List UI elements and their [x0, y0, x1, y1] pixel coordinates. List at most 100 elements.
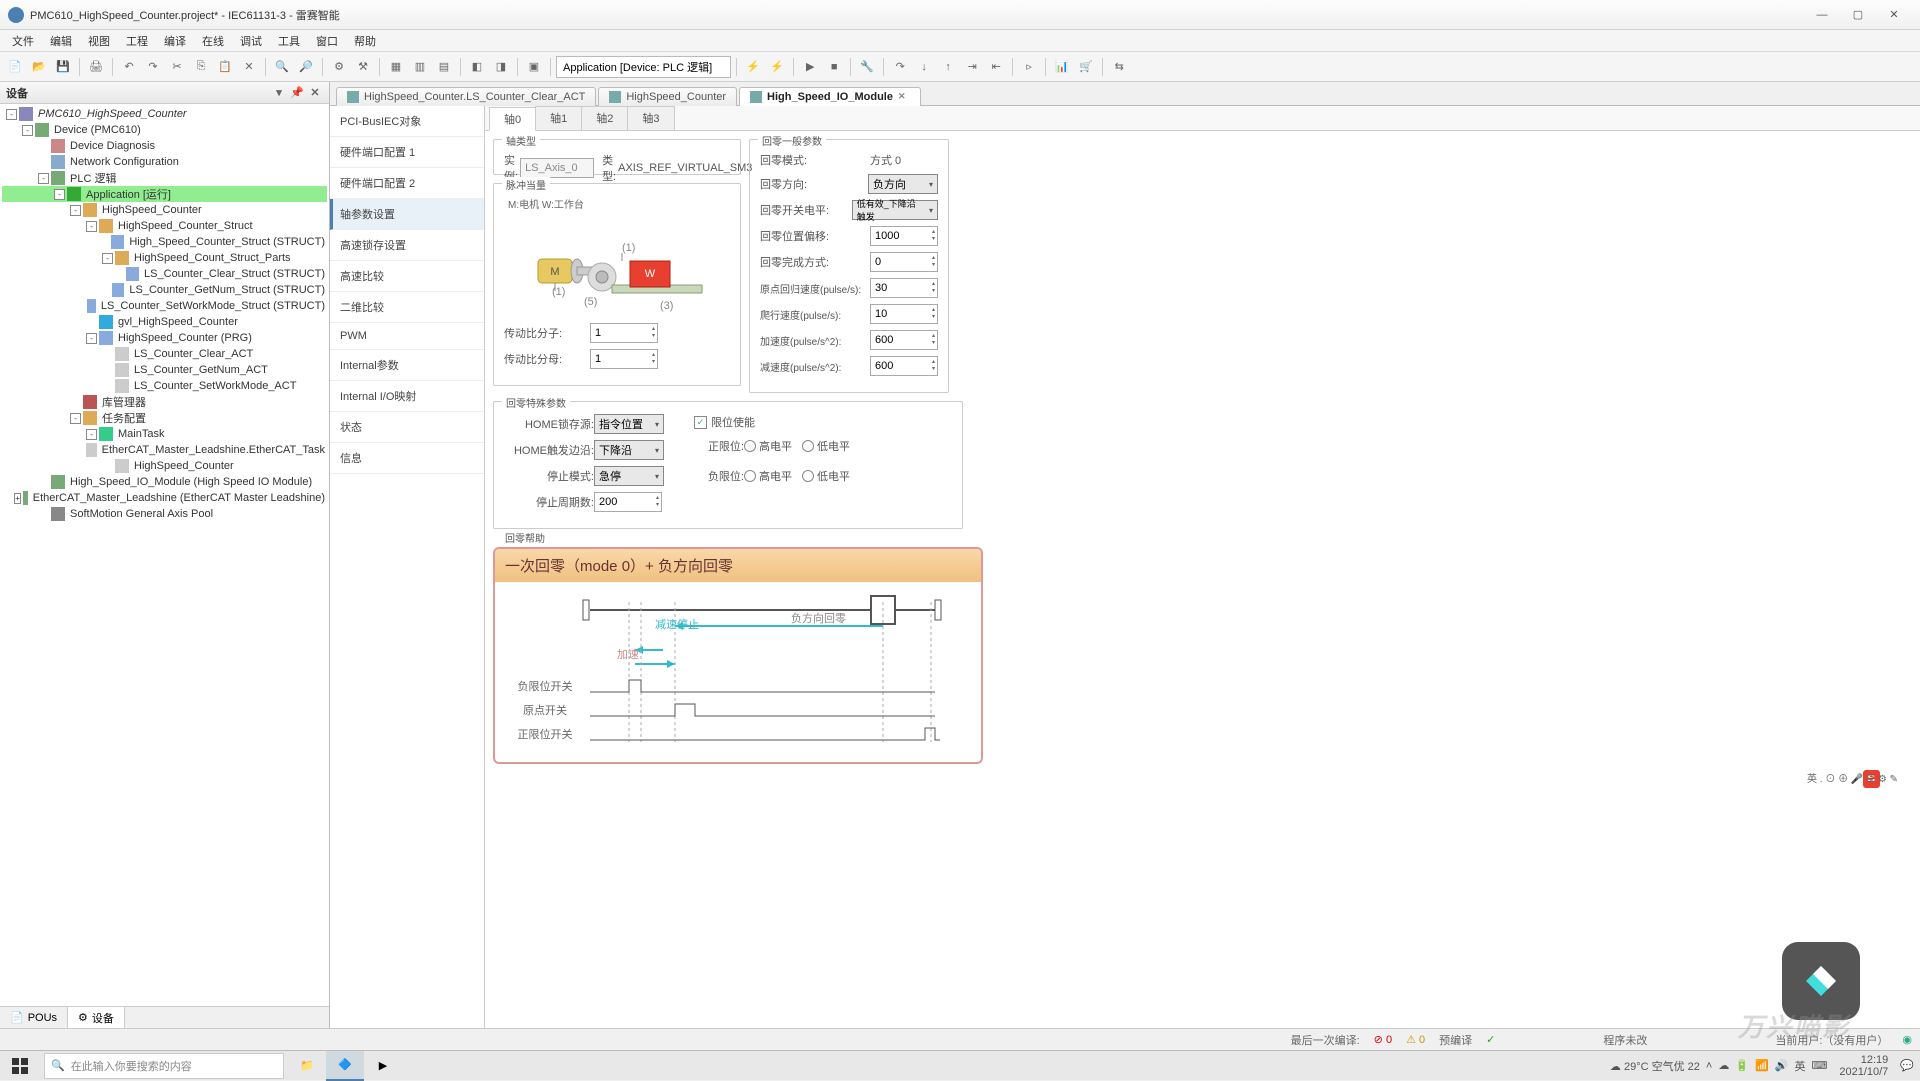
tree-node[interactable]: +EtherCAT_Master_Leadshine (EtherCAT Mas…: [2, 490, 327, 506]
tb-icon-6[interactable]: ▣: [523, 56, 545, 78]
menu-文件[interactable]: 文件: [4, 31, 42, 51]
step-over-icon[interactable]: ↷: [889, 56, 911, 78]
taskbar-clock[interactable]: 12:192021/10/7: [1833, 1054, 1894, 1078]
config-side-item[interactable]: Internal I/O映射: [330, 381, 484, 412]
limit-enable-check[interactable]: ✓: [694, 416, 707, 429]
tree-node[interactable]: -HighSpeed_Counter_Struct: [2, 218, 327, 234]
tray-icon-1[interactable]: ☁: [1718, 1059, 1729, 1072]
tb-icon-9[interactable]: ▹: [1018, 56, 1040, 78]
pos-high-radio[interactable]: [744, 440, 756, 452]
tb-icon-4[interactable]: ◧: [466, 56, 488, 78]
close-button[interactable]: ✕: [1876, 4, 1912, 26]
paste-icon[interactable]: 📋: [214, 56, 236, 78]
step-into-icon[interactable]: ↓: [913, 56, 935, 78]
config-side-item[interactable]: PCI-BusIEC对象: [330, 106, 484, 137]
tree-node[interactable]: HighSpeed_Counter: [2, 458, 327, 474]
bottom-tab[interactable]: ⚙设备: [68, 1007, 125, 1028]
tb-icon-1[interactable]: ▦: [385, 56, 407, 78]
switch-select[interactable]: 低有效_下降沿触发: [852, 200, 938, 220]
save-icon[interactable]: 💾: [52, 56, 74, 78]
ratio-den-input[interactable]: 1: [590, 349, 658, 369]
doc-tab[interactable]: High_Speed_IO_Module✕: [739, 87, 921, 106]
neg-low-radio[interactable]: [802, 470, 814, 482]
tree-node[interactable]: LS_Counter_GetNum_ACT: [2, 362, 327, 378]
device-tree[interactable]: -PMC610_HighSpeed_Counter-Device (PMC610…: [0, 104, 329, 1006]
tree-node[interactable]: gvl_HighSpeed_Counter: [2, 314, 327, 330]
print-icon[interactable]: 🖨: [85, 56, 107, 78]
tray-up-icon[interactable]: ˄: [1706, 1060, 1712, 1072]
tray-icon-2[interactable]: 🔋: [1735, 1059, 1749, 1072]
edge-select[interactable]: 下降沿: [594, 440, 664, 460]
tree-node[interactable]: -PLC 逻辑: [2, 170, 327, 186]
panel-pin-icon[interactable]: 📌: [289, 85, 305, 101]
start-icon[interactable]: ▶: [799, 56, 821, 78]
config-side-item[interactable]: PWM: [330, 323, 484, 350]
creep-speed-input[interactable]: 10: [870, 304, 938, 324]
bottom-tab[interactable]: 📄POUs: [0, 1007, 68, 1028]
copy-icon[interactable]: ⎘: [190, 56, 212, 78]
src-select[interactable]: 指令位置: [594, 414, 664, 434]
config-side-item[interactable]: Internal参数: [330, 350, 484, 381]
tree-node[interactable]: Network Configuration: [2, 154, 327, 170]
tb-icon-10[interactable]: 📊: [1051, 56, 1073, 78]
open-icon[interactable]: 📂: [28, 56, 50, 78]
config-side-item[interactable]: 高速比较: [330, 261, 484, 292]
pos-low-radio[interactable]: [802, 440, 814, 452]
menu-编辑[interactable]: 编辑: [42, 31, 80, 51]
menu-工程[interactable]: 工程: [118, 31, 156, 51]
dir-select[interactable]: 负方向: [868, 174, 938, 194]
tree-node[interactable]: LS_Counter_Clear_ACT: [2, 346, 327, 362]
build-icon[interactable]: ⚙: [328, 56, 350, 78]
panel-dropdown-icon[interactable]: ▾: [271, 85, 287, 101]
tree-node[interactable]: LS_Counter_SetWorkMode_ACT: [2, 378, 327, 394]
menu-窗口[interactable]: 窗口: [308, 31, 346, 51]
doc-tab[interactable]: HighSpeed_Counter: [598, 87, 737, 106]
tree-node[interactable]: Device Diagnosis: [2, 138, 327, 154]
menu-在线[interactable]: 在线: [194, 31, 232, 51]
config-side-item[interactable]: 硬件端口配置 2: [330, 168, 484, 199]
tree-node[interactable]: High_Speed_Counter_Struct (STRUCT): [2, 234, 327, 250]
step-out-icon[interactable]: ↑: [937, 56, 959, 78]
login-icon[interactable]: ⚡: [742, 56, 764, 78]
notification-icon[interactable]: 💬: [1900, 1059, 1914, 1072]
panel-close-icon[interactable]: ✕: [307, 85, 323, 101]
stop-select[interactable]: 急停: [594, 466, 664, 486]
config-side-item[interactable]: 轴参数设置: [330, 199, 484, 230]
tree-node[interactable]: EtherCAT_Master_Leadshine.EtherCAT_Task: [2, 442, 327, 458]
menu-工具[interactable]: 工具: [270, 31, 308, 51]
taskbar-search[interactable]: 🔍 在此输入你要搜索的内容: [44, 1053, 284, 1079]
acc-input[interactable]: 600: [870, 330, 938, 350]
find-icon[interactable]: 🔍: [271, 56, 293, 78]
taskbar-app-1[interactable]: 🔷: [326, 1051, 364, 1081]
tb-icon-11[interactable]: 🛒: [1075, 56, 1097, 78]
axis-tab[interactable]: 轴3: [627, 106, 674, 130]
home-speed-input[interactable]: 30: [870, 278, 938, 298]
config-side-item[interactable]: 高速锁存设置: [330, 230, 484, 261]
doc-tab[interactable]: HighSpeed_Counter.LS_Counter_Clear_ACT: [336, 87, 596, 106]
undo-icon[interactable]: ↶: [118, 56, 140, 78]
ratio-num-input[interactable]: 1: [590, 323, 658, 343]
rebuild-icon[interactable]: ⚒: [352, 56, 374, 78]
debug-icon[interactable]: 🔧: [856, 56, 878, 78]
tree-node[interactable]: -HighSpeed_Count_Struct_Parts: [2, 250, 327, 266]
minimize-button[interactable]: —: [1804, 4, 1840, 26]
tb-icon-8[interactable]: ⇤: [985, 56, 1007, 78]
stop-icon[interactable]: ■: [823, 56, 845, 78]
config-side-item[interactable]: 信息: [330, 443, 484, 474]
cycle-input[interactable]: 200: [594, 492, 662, 512]
taskbar-explorer[interactable]: 📁: [288, 1051, 326, 1081]
tb-icon-5[interactable]: ◨: [490, 56, 512, 78]
tb-icon-2[interactable]: ▥: [409, 56, 431, 78]
logout-icon[interactable]: ⚡: [766, 56, 788, 78]
tree-node[interactable]: -Device (PMC610): [2, 122, 327, 138]
tree-node[interactable]: LS_Counter_GetNum_Struct (STRUCT): [2, 282, 327, 298]
axis-tab[interactable]: 轴1: [535, 106, 582, 130]
menu-帮助[interactable]: 帮助: [346, 31, 384, 51]
tree-node[interactable]: -HighSpeed_Counter (PRG): [2, 330, 327, 346]
offset-input[interactable]: 1000: [870, 226, 938, 246]
config-side-item[interactable]: 二维比较: [330, 292, 484, 323]
cut-icon[interactable]: ✂: [166, 56, 188, 78]
menu-视图[interactable]: 视图: [80, 31, 118, 51]
tree-node[interactable]: -MainTask: [2, 426, 327, 442]
start-button[interactable]: [0, 1051, 40, 1081]
